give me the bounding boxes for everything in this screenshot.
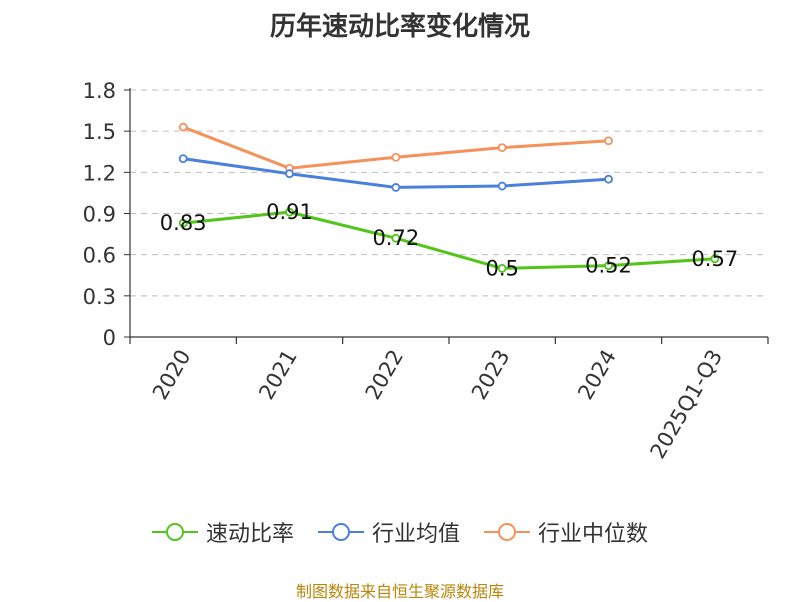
legend-label-industry-median: 行业中位数 bbox=[538, 522, 649, 547]
data-point bbox=[178, 122, 188, 132]
data-point bbox=[285, 207, 294, 217]
y-tick-label: 1.2 bbox=[83, 161, 116, 185]
x-tick-label: 2022 bbox=[361, 346, 409, 404]
data-point bbox=[710, 254, 720, 264]
data-label: 0.57 bbox=[691, 247, 738, 271]
data-point bbox=[285, 169, 294, 179]
data-source-note: 制图数据来自恒生聚源数据库 bbox=[295, 582, 504, 601]
data-label: 0.83 bbox=[160, 211, 207, 235]
x-tick-label: 2023 bbox=[467, 345, 515, 403]
data-label: 0.72 bbox=[372, 226, 419, 250]
x-tick-label: 2020 bbox=[148, 346, 196, 404]
data-label: 0.91 bbox=[266, 200, 313, 224]
legend-item-industry-median[interactable]: 行业中位数 bbox=[484, 516, 648, 548]
y-tick-label: 0 bbox=[103, 326, 116, 350]
legend-marker-quick-ratio bbox=[151, 523, 198, 541]
y-tick-label: 0.9 bbox=[83, 203, 116, 227]
data-point bbox=[497, 263, 507, 273]
legend-label-quick-ratio: 速动比率 bbox=[205, 522, 294, 547]
data-point bbox=[497, 143, 507, 153]
series-line bbox=[183, 210, 715, 270]
legend-marker-industry-median bbox=[484, 523, 530, 541]
x-tick-label: 2021 bbox=[254, 346, 302, 404]
x-tick-label: 2024 bbox=[573, 346, 621, 404]
series-line bbox=[182, 125, 609, 170]
legend-marker-industry-average bbox=[317, 523, 364, 541]
data-point bbox=[604, 261, 613, 271]
y-tick-label: 1.8 bbox=[83, 79, 116, 103]
data-point bbox=[604, 136, 613, 146]
data-point bbox=[178, 154, 188, 164]
data-point bbox=[497, 181, 507, 191]
y-tick-label: 1.5 bbox=[83, 120, 116, 144]
data-label: 0.5 bbox=[485, 256, 518, 280]
chart-title: 历年速动比率变化情况 bbox=[269, 12, 530, 42]
data-point bbox=[391, 233, 401, 243]
data-point bbox=[178, 218, 188, 228]
chart-legend: 速动比率 行业均值 行业中位数 bbox=[0, 516, 800, 548]
data-point bbox=[604, 174, 613, 184]
legend-label-industry-average: 行业均值 bbox=[371, 522, 460, 547]
legend-item-industry-average[interactable]: 行业均值 bbox=[317, 516, 460, 548]
data-label: 0.52 bbox=[585, 254, 632, 278]
y-tick-label: 0.3 bbox=[83, 285, 116, 309]
data-point bbox=[391, 183, 401, 192]
legend-item-quick-ratio[interactable]: 速动比率 bbox=[151, 516, 294, 548]
y-tick-label: 0.6 bbox=[83, 244, 116, 268]
data-point bbox=[391, 152, 401, 162]
line-chart: 0 0.3 0.6 0.9 1.2 1.5 1.8 2020 2021 2022 2023 2024 2… bbox=[83, 79, 769, 463]
x-tick-label: 2025Q1-Q3 bbox=[646, 346, 728, 463]
